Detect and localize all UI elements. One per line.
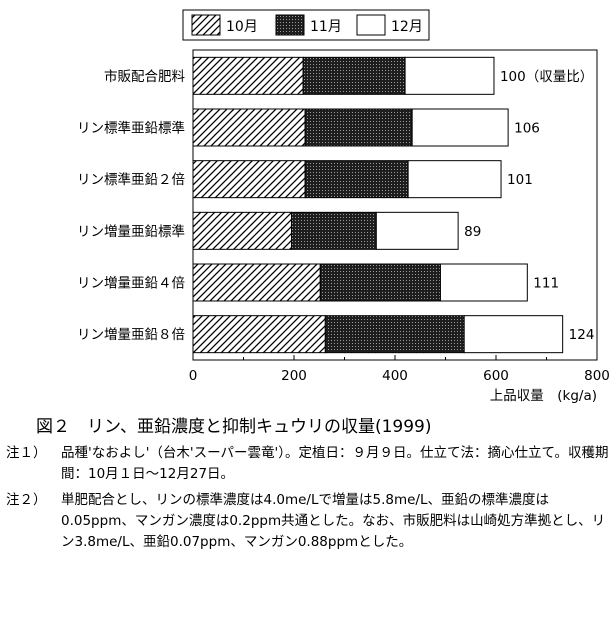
note-1-text: 品種'なおよし'（台木'スーパー雲竜'）。定植日：９月９日。仕立て法：摘心仕立て… <box>61 445 609 482</box>
bar-segment-1-row-6 <box>192 315 326 354</box>
legend-swatch-2 <box>275 14 305 36</box>
bar-segment-2-row-3 <box>304 160 409 199</box>
bar-segment-1-row-1 <box>192 56 304 95</box>
category-label-2: リン標準亜鉛標準 <box>77 121 185 137</box>
figure-caption: 図２ リン、亜鉛濃度と抑制キュウリの収量(1999) <box>36 417 432 437</box>
bar-segment-3-row-2 <box>411 108 509 147</box>
x-tick-label-2: 200 <box>281 368 307 384</box>
bar-segment-2-row-6 <box>324 315 465 354</box>
bar-segment-1-row-2 <box>192 108 306 147</box>
data-label-1: 100（収量比） <box>500 69 593 85</box>
note-2-label: 注２） <box>6 492 47 508</box>
data-label-5: 111 <box>533 276 559 292</box>
legend-label-1: 10月 <box>226 19 258 35</box>
note-1-label: 注１） <box>6 445 47 461</box>
legend-label-3: 12月 <box>391 19 423 35</box>
note-2-text: 単肥配合とし、リンの標準濃度は4.0me/Lで増量は5.8me/L、亜鉛の標準濃… <box>61 492 606 550</box>
bar-segment-1-row-4 <box>192 211 292 250</box>
bar-segment-2-row-5 <box>319 263 441 302</box>
legend: 10月 11月 12月 <box>182 9 430 41</box>
category-label-3: リン標準亜鉛２倍 <box>77 172 185 188</box>
bar-segment-2-row-1 <box>302 56 406 95</box>
category-label-1: 市販配合肥料 <box>104 68 185 85</box>
plot-frame <box>192 49 598 361</box>
x-tick-label-5: 800 <box>584 368 610 384</box>
x-tick-label-4: 600 <box>483 368 509 384</box>
legend-label-2: 11月 <box>310 19 342 35</box>
x-tick-label-3: 400 <box>382 368 408 384</box>
legend-swatch-3 <box>356 14 386 36</box>
bar-segment-1-row-5 <box>192 263 321 302</box>
yield-bar-chart: 10月 11月 12月 市販配合肥料 100（収量比） リン標準亜鉛標準 106 リン標準亜… <box>77 9 610 404</box>
bar-segment-3-row-3 <box>407 160 502 199</box>
bar-segment-3-row-5 <box>439 263 528 302</box>
data-label-2: 106 <box>514 121 540 137</box>
data-label-4: 89 <box>464 224 481 240</box>
bar-segment-3-row-6 <box>463 315 564 354</box>
category-label-6: リン増量亜鉛８倍 <box>77 327 185 343</box>
data-label-3: 101 <box>507 172 533 188</box>
bar-segment-2-row-2 <box>304 108 413 147</box>
x-axis-label: 上品収量 (kg/a) <box>490 388 597 404</box>
legend-box <box>182 9 430 41</box>
bar-segment-1-row-3 <box>192 160 306 199</box>
plot-area: 市販配合肥料 100（収量比） リン標準亜鉛標準 106 リン標準亜鉛２倍 101 リン増量… <box>77 49 610 404</box>
bar-segment-2-row-4 <box>290 211 377 250</box>
bar-segment-3-row-4 <box>375 211 459 250</box>
legend-swatch-1 <box>191 14 221 36</box>
category-label-4: リン増量亜鉛標準 <box>77 224 185 240</box>
data-label-6: 124 <box>569 327 595 343</box>
x-tick-label-1: 0 <box>189 368 198 384</box>
bar-segment-3-row-1 <box>404 56 495 95</box>
category-label-5: リン増量亜鉛４倍 <box>77 276 185 292</box>
